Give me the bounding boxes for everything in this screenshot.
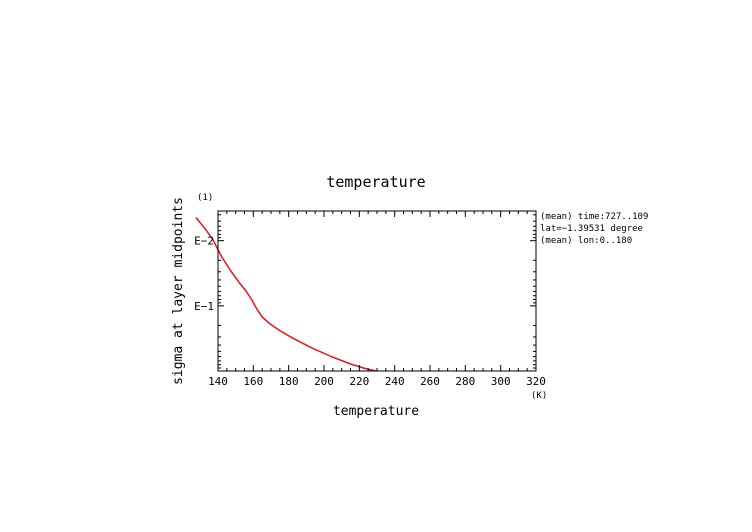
annotation-line: lat=−1.39531 degree: [540, 224, 643, 234]
x-tick-label: 300: [491, 375, 511, 388]
annotation-line: (mean) time:727..109: [540, 212, 648, 222]
series-layer: [195, 217, 381, 371]
y-tick-label: E−2: [194, 235, 214, 248]
x-tick-label: 200: [314, 375, 334, 388]
y-axis-tick-labels: E−2 E−1: [194, 235, 214, 313]
x-tick-label: 280: [455, 375, 475, 388]
temperature-profile-line: [195, 217, 381, 371]
x-tick-label: 220: [349, 375, 369, 388]
x-axis-tick-labels: 140 160 180 200 220 240 260 280 300 320: [208, 375, 546, 388]
y-axis-ticks: [218, 214, 536, 369]
chart-annotations: (mean) time:727..109 lat=−1.39531 degree (…: [540, 212, 648, 246]
y-axis-units: (1): [197, 193, 213, 203]
x-tick-label: 320: [526, 375, 546, 388]
y-tick-label: E−1: [194, 300, 214, 313]
x-tick-label: 240: [385, 375, 405, 388]
x-tick-label: 160: [243, 375, 263, 388]
chart-title: temperature: [326, 173, 425, 191]
x-tick-label: 140: [208, 375, 228, 388]
x-tick-label: 260: [420, 375, 440, 388]
x-axis-units: (K): [531, 391, 547, 401]
y-axis-title: sigma at layer midpoints: [171, 197, 186, 385]
x-tick-label: 180: [279, 375, 299, 388]
plot-frame: [217, 210, 537, 372]
x-axis-ticks: [217, 211, 537, 371]
x-axis-title: temperature: [333, 404, 419, 419]
annotation-line: (mean) lon:0..180: [540, 236, 632, 246]
